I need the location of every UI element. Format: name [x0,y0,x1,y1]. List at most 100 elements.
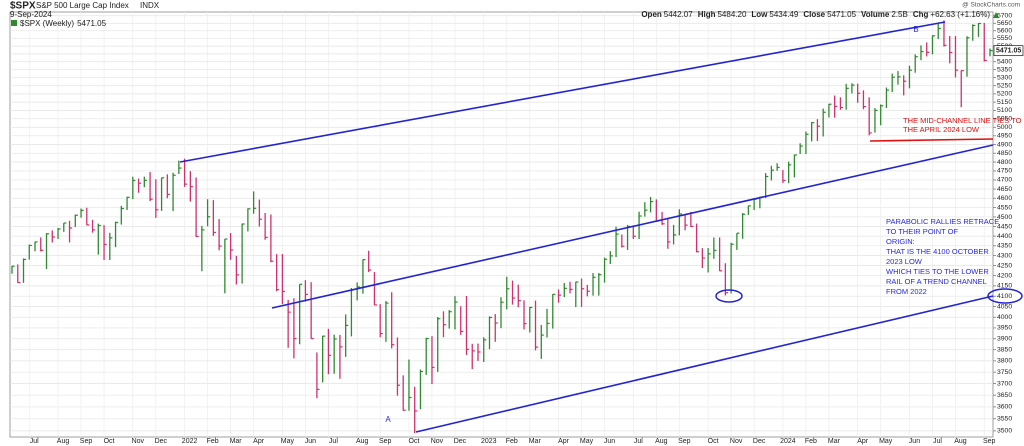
stat-value: 5434.49 [769,10,798,19]
y-tick-label: 4550 [997,204,1012,211]
y-tick-label: 4150 [997,283,1012,290]
upper-channel-line [179,21,946,163]
y-tick-label: 4950 [997,133,1012,140]
x-tick-label: Jul [933,438,942,445]
retrace-note: PARABOLIC RALLIES RETRACE [886,217,999,226]
x-tick-label: Jun [604,438,615,445]
y-tick-label: 4500 [997,214,1012,221]
x-tick-label: May [580,438,594,445]
x-tick-label: Sep [983,438,996,445]
legend-value: 5471.05 [77,19,106,28]
x-tick-label: Nov [132,438,145,445]
x-tick-label: Feb [506,438,518,445]
y-tick-label: 4900 [997,141,1012,148]
y-tick-label: 3550 [997,416,1012,423]
last-price-label: 5471.05 [996,47,1021,54]
retrace-note: RAIL OF A TREND CHANNEL [886,277,987,286]
y-tick-label: 5250 [997,83,1012,90]
y-tick-label: 3650 [997,392,1012,399]
y-tick-label: 4800 [997,159,1012,166]
y-tick-label: 5650 [997,20,1012,27]
y-tick-label: 4100 [997,293,1012,300]
y-tick-label: 5000 [997,124,1012,131]
y-tick-label: 4850 [997,150,1012,157]
x-tick-label: Feb [805,438,817,445]
x-tick-label: Sep [379,438,392,445]
mid-channel-note: THE MID-CHANNEL LINE TIES TO [903,116,1022,125]
x-tick-label: Aug [954,438,967,445]
x-tick-label: Mar [828,438,841,445]
ohlc-stats: Open 5442.07 High 5484.20 Low 5434.49 Close 547… [641,10,990,19]
y-tick-label: 3900 [997,336,1012,343]
y-tick-label: 4600 [997,195,1012,202]
stat-label: Open [641,10,662,19]
grid [10,12,996,437]
y-tick-label: 5300 [997,74,1012,81]
y-tick-label: 3500 [997,428,1012,435]
x-tick-label: Oct [409,438,420,445]
retrace-note: WHICH TIES TO THE LOWER [886,267,989,276]
point-a-label: A [385,415,391,424]
x-tick-label: Sep [678,438,691,445]
y-tick-label: 4400 [997,233,1012,240]
date: 9-Sep-2024 [10,10,52,19]
x-tick-label: Jun [305,438,316,445]
lower-channel-line [415,295,994,433]
y-tick-label: 5350 [997,66,1012,73]
retrace-note: 2023 LOW [886,257,923,266]
y-tick-label: 4000 [997,314,1012,321]
y-tick-label: 5050 [997,116,1012,123]
stat-value: 5442.07 [664,10,693,19]
y-tick-label: 4450 [997,223,1012,230]
y-tick-label: 4750 [997,168,1012,175]
x-tick-label: Aug [57,438,70,445]
y-tick-label: 5400 [997,59,1012,66]
y-tick-label: 3700 [997,380,1012,387]
x-tick-label: 2024 [780,438,796,445]
plot-frame [9,11,994,438]
y-tick-label: 4050 [997,303,1012,310]
y-tick-label: 5100 [997,107,1012,114]
stat-value: +62.63 (+1.16%) [930,10,990,19]
october-low-circle [715,289,743,303]
stat-label: Chg [913,10,929,19]
x-tick-label: 2023 [481,438,497,445]
retrace-note: FROM 2022 [886,287,927,296]
last-price-box [993,45,1024,57]
y-tick-label: 4250 [997,262,1012,269]
x-tick-label: Dec [454,438,467,445]
retrace-note: THAT IS THE 4100 OCTOBER [886,247,989,256]
mid-channel-note: THE APRIL 2024 LOW [903,125,980,134]
x-tick-label: Oct [104,438,115,445]
retrace-note: TO THEIR POINT OF [886,227,959,236]
x-tick-label: Jun [909,438,920,445]
stat-label: Close [803,10,825,19]
x-tick-label: Feb [207,438,219,445]
symbol: $SPX [10,1,36,12]
stat-value: 5484.20 [717,10,746,19]
source: @ StockCharts.com [962,2,1020,9]
x-tick-label: Sep [80,438,93,445]
y-tick-label: 3750 [997,369,1012,376]
legend-swatch [11,20,17,26]
axis-4100-circle [987,288,1023,304]
y-tick-label: 3800 [997,358,1012,365]
annotations: A B [179,21,1023,433]
x-tick-label: Apr [253,438,265,445]
x-tick-label: 2022 [182,438,198,445]
y-tick-label: 4300 [997,252,1012,259]
x-tick-label: Mar [230,438,243,445]
y-tick-label: 3950 [997,325,1012,332]
x-tick-label: Nov [431,438,444,445]
stat-label: Volume [861,10,890,19]
x-tick-label: Aug [655,438,668,445]
mid-channel-line [271,144,994,309]
y-tick-label: 5550 [997,35,1012,42]
y-tick-label: 3850 [997,347,1012,354]
exchange: INDX [140,1,160,10]
x-tick-label: Jul [30,438,39,445]
x-tick-label: Jul [329,438,338,445]
